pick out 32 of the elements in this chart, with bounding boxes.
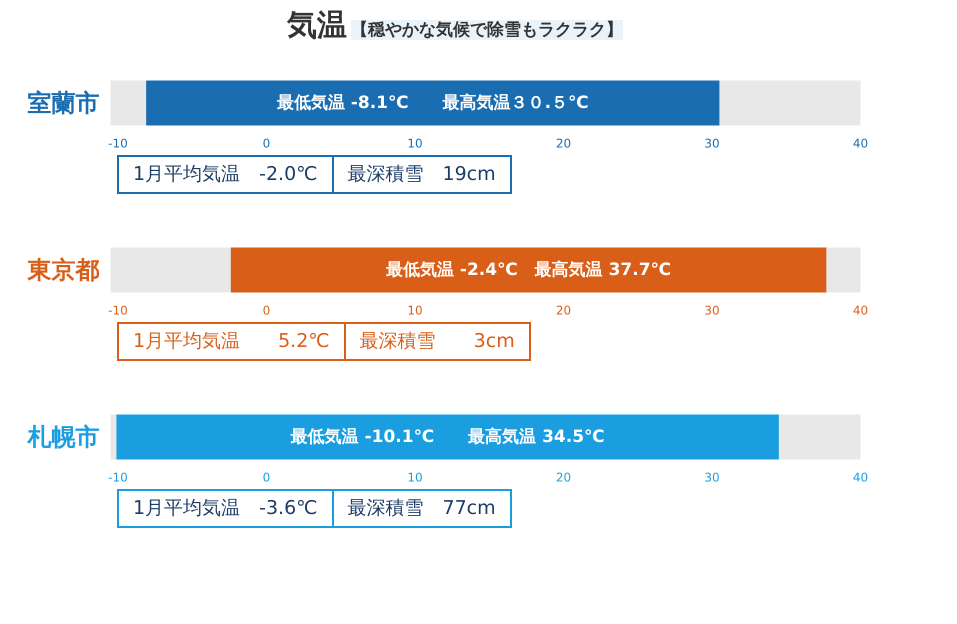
annotation: 1月平均気温 -2.0℃ [118, 156, 332, 194]
chart-title: 気温 [287, 8, 348, 43]
annotation: 1月平均気温 -3.6℃ [118, 490, 332, 528]
annotation: 最深積雪 3cm [344, 323, 530, 360]
data-label: 最低気温 -10.1℃ 最高気温 34.5℃ [290, 427, 605, 447]
y-tick-label: 室蘭市 [28, 89, 100, 117]
x-tick-label: -10 [108, 136, 128, 150]
x-tick-label: 20 [556, 304, 572, 318]
data-label: 最低気温 -2.4℃ 最高気温 37.7℃ [385, 260, 672, 280]
chart-subtitle: 【穏やかな気候で除雪もラクラク】 [350, 20, 623, 40]
x-tick-label: 0 [262, 136, 270, 150]
x-tick-label: 10 [407, 470, 423, 484]
x-tick-label: 20 [556, 136, 572, 150]
data-label: 最低気温 -8.1℃ 最高気温３０.５℃ [276, 93, 589, 113]
x-tick-label: 20 [556, 470, 572, 484]
annotation: 1月平均気温 5.2℃ [118, 323, 345, 360]
y-tick-label: 東京都 [26, 256, 100, 284]
y-tick-label: 札幌市 [26, 423, 100, 451]
x-tick-label: 0 [262, 304, 270, 318]
x-tick-label: -10 [108, 470, 128, 484]
x-tick-label: 30 [704, 136, 720, 150]
x-tick-label: 40 [852, 136, 868, 150]
x-tick-label: 10 [407, 304, 423, 318]
x-tick-label: 10 [407, 136, 423, 150]
annotation: 最深積雪 19cm [332, 156, 511, 194]
x-tick-label: 40 [852, 470, 868, 484]
x-tick-label: 0 [262, 470, 270, 484]
x-tick-label: -10 [108, 304, 128, 318]
annotation: 最深積雪 77cm [332, 490, 511, 528]
x-tick-label: 40 [852, 304, 868, 318]
x-tick-label: 30 [704, 304, 720, 318]
x-tick-label: 30 [704, 470, 720, 484]
